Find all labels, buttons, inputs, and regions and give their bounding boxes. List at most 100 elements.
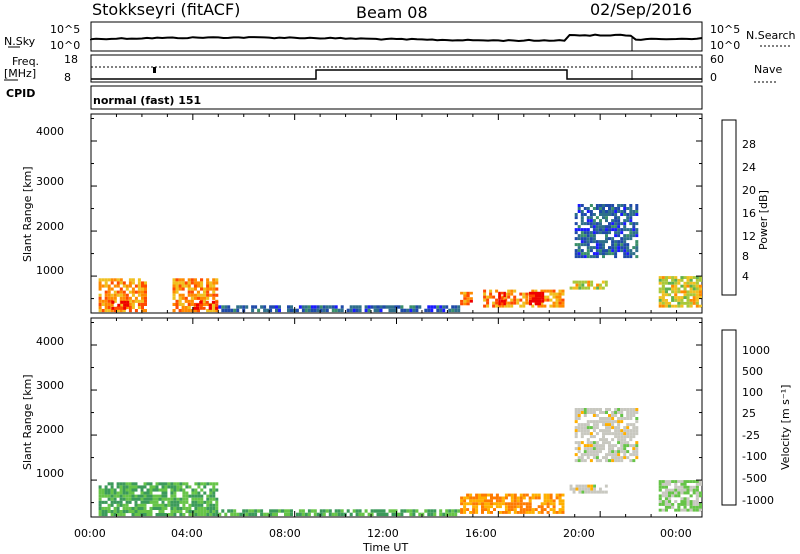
velocity-cell-r2 bbox=[460, 496, 464, 500]
power-cell-r2 bbox=[200, 278, 204, 282]
power-cell-r0 bbox=[125, 287, 129, 291]
power-cb-tick-24: 24 bbox=[742, 161, 756, 174]
velocity-cell-r0 bbox=[173, 482, 177, 486]
power-cell-r11 bbox=[683, 293, 687, 297]
velocity-cell-r2 bbox=[516, 499, 520, 503]
power-cell-r0 bbox=[144, 299, 147, 303]
power-cell-r1 bbox=[120, 306, 124, 310]
velocity-cell-r2 bbox=[484, 505, 487, 509]
nave-tick-bottom: 0 bbox=[710, 71, 717, 84]
power-cell-r6 bbox=[525, 292, 529, 296]
power-cell-r2 bbox=[184, 284, 188, 288]
station-title: Stokkseyri (fitACF) bbox=[92, 0, 241, 19]
power-cell-r10 bbox=[595, 222, 599, 226]
velocity-cell-r2 bbox=[519, 493, 523, 497]
velocity-cell-r4 bbox=[623, 417, 627, 420]
power-cell-r5 bbox=[463, 294, 467, 298]
velocity-cell-r2 bbox=[513, 502, 517, 506]
power-cell-r11 bbox=[674, 287, 678, 291]
power-cell-r2 bbox=[175, 281, 179, 285]
velocity-cell-r1 bbox=[355, 512, 359, 517]
velocity-cell-r0 bbox=[134, 482, 138, 486]
velocity-cell-r0 bbox=[161, 491, 165, 495]
power-cell-r10 bbox=[611, 210, 615, 213]
velocity-cell-r5 bbox=[677, 505, 681, 509]
power-cell-r9 bbox=[596, 283, 599, 287]
velocity-cell-r0 bbox=[125, 510, 129, 514]
velocity-cell-r0 bbox=[143, 497, 147, 501]
velocity-cell-r4 bbox=[589, 450, 593, 454]
power-cell-r10 bbox=[626, 237, 630, 241]
power-cell-r11 bbox=[671, 296, 675, 299]
power-cell-r2 bbox=[172, 309, 176, 313]
velocity-cell-r4 bbox=[602, 420, 605, 424]
power-cell-r2 bbox=[212, 278, 216, 282]
velocity-cell-r0 bbox=[152, 503, 156, 507]
power-cell-r0 bbox=[107, 290, 111, 294]
power-cell-r11 bbox=[692, 287, 696, 291]
velocity-cell-r1 bbox=[382, 509, 386, 513]
velocity-cell-r0 bbox=[206, 482, 210, 486]
power-cell-r10 bbox=[605, 234, 608, 238]
power-cell-r4 bbox=[272, 305, 275, 309]
velocity-cell-r0 bbox=[128, 485, 132, 489]
power-cell-r10 bbox=[632, 210, 636, 213]
power-cell-r11 bbox=[683, 287, 687, 291]
velocity-cell-r2 bbox=[558, 511, 562, 514]
velocity-cell-r4 bbox=[605, 438, 608, 442]
power-cell-r4 bbox=[400, 308, 404, 313]
velocity-cell-r2 bbox=[507, 508, 511, 511]
power-cell-r10 bbox=[608, 222, 611, 226]
power-cell-r2 bbox=[184, 299, 188, 303]
power-cell-r0 bbox=[119, 278, 123, 282]
power-cell-r10 bbox=[592, 231, 596, 235]
power-cell-r2 bbox=[178, 284, 182, 288]
velocity-cell-r0 bbox=[107, 510, 111, 514]
power-cell-r10 bbox=[602, 246, 605, 250]
power-cell-r2 bbox=[193, 281, 197, 285]
velocity-cell-r4 bbox=[632, 411, 636, 414]
power-cell-r10 bbox=[629, 204, 633, 207]
velocity-cell-r4 bbox=[635, 456, 639, 460]
velocity-cell-r0 bbox=[119, 497, 123, 501]
velocity-cell-r4 bbox=[617, 438, 621, 442]
velocity-cell-r0 bbox=[203, 513, 207, 517]
power-cell-r10 bbox=[577, 225, 581, 229]
velocity-cell-r1 bbox=[397, 512, 401, 517]
velocity-cell-r0 bbox=[128, 497, 132, 501]
velocity-cell-r5 bbox=[671, 480, 675, 483]
power-cell-r2 bbox=[187, 278, 191, 282]
power-cell-r10 bbox=[589, 213, 593, 216]
velocity-cell-r0 bbox=[212, 491, 216, 495]
power-cell-r2 bbox=[212, 281, 216, 285]
power-cell-r11 bbox=[658, 281, 662, 285]
power-cell-r0 bbox=[137, 281, 141, 285]
velocity-cell-r4 bbox=[586, 420, 590, 424]
velocity-cell-r3 bbox=[593, 490, 596, 494]
velocity-cell-r1 bbox=[301, 512, 305, 517]
power-cell-r4 bbox=[322, 305, 326, 309]
power-cell-r2 bbox=[196, 296, 200, 300]
power-cell-r1 bbox=[111, 300, 115, 304]
velocity-cell-r1 bbox=[439, 512, 443, 517]
power-cell-r10 bbox=[592, 252, 596, 256]
power-cell-r11 bbox=[668, 287, 672, 291]
power-cb-tick-16: 16 bbox=[742, 207, 756, 220]
power-cell-r10 bbox=[617, 234, 621, 238]
velocity-cell-r0 bbox=[110, 488, 114, 492]
velocity-cell-r4 bbox=[626, 414, 630, 417]
velocity-cell-r5 bbox=[680, 503, 684, 506]
power-cell-r10 bbox=[632, 246, 636, 250]
velocity-cell-r0 bbox=[149, 510, 153, 514]
power-cell-r10 bbox=[623, 240, 627, 244]
power-cell-r10 bbox=[611, 204, 615, 207]
power-cell-r11 bbox=[698, 287, 702, 291]
power-cell-r11 bbox=[692, 299, 696, 302]
power-cell-r11 bbox=[683, 296, 687, 299]
velocity-cell-r0 bbox=[167, 497, 171, 501]
power-cell-r10 bbox=[589, 222, 593, 226]
velocity-cell-r2 bbox=[466, 496, 470, 500]
power-cell-r10 bbox=[577, 207, 581, 210]
power-cell-r2 bbox=[193, 302, 197, 306]
velocity-cell-r4 bbox=[595, 441, 599, 445]
